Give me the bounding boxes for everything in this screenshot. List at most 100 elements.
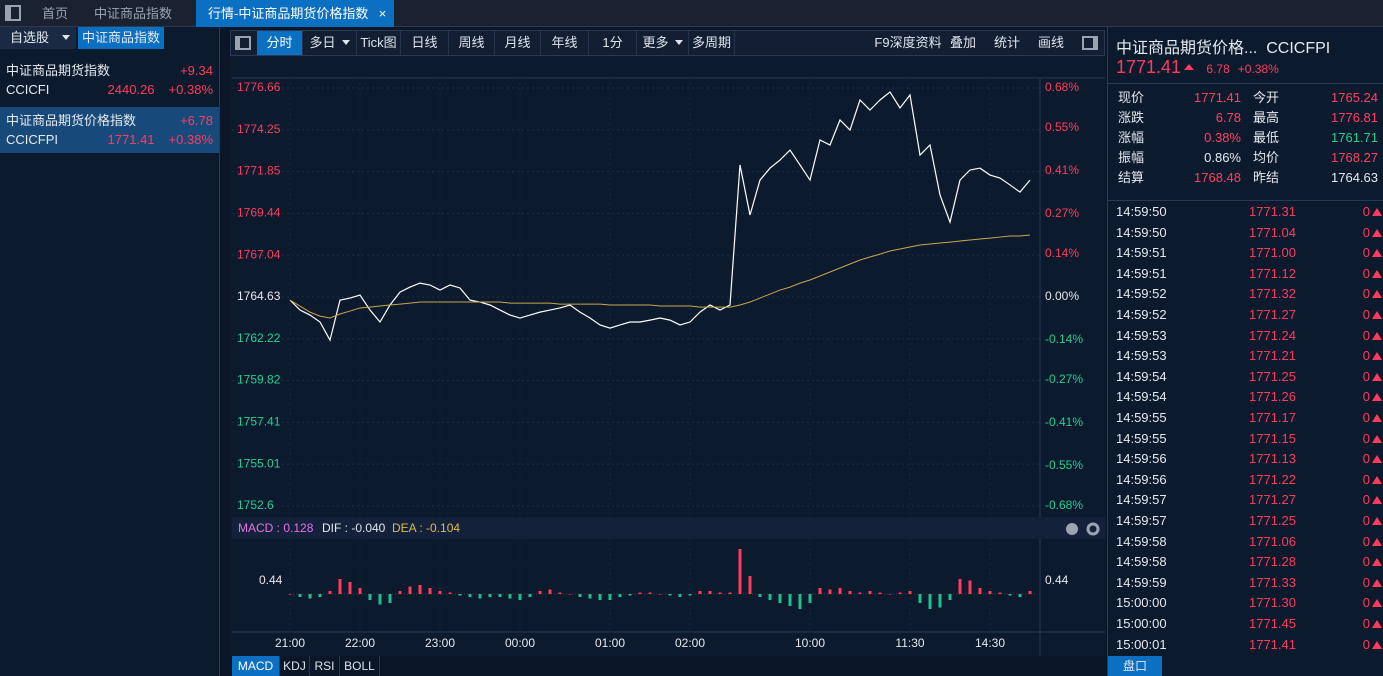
pct: +0.38% [168,132,213,147]
toolbar-button[interactable]: 多周期 [689,31,735,55]
y-tick-label: 1764.63 [237,289,281,303]
settings-icon[interactable] [1086,522,1100,536]
toolbar-button[interactable]: 统计 [993,35,1020,50]
tick-vol: 0 [1362,595,1370,611]
tick-row: 14:59:50 1771.04 0 [1116,223,1382,243]
close-icon[interactable]: × [378,6,387,21]
y-tick-label: 1776.66 [237,80,281,94]
x-tick-label: 00:00 [505,636,535,650]
toolbar-button[interactable]: 周线 [449,31,495,55]
macd-bar [978,588,982,594]
y-tick-label: 1759.82 [237,373,281,387]
close-icon[interactable] [1066,523,1078,535]
toolbar-button[interactable]: 分时 [257,31,303,55]
tick-vol: 0 [1362,533,1370,549]
menu-icon[interactable] [5,5,21,21]
toolbar-button[interactable]: F9深度资料 [874,35,942,50]
macd-bar [338,579,342,594]
tick-price: 1771.30 [1249,595,1296,611]
up-arrow [1372,331,1382,340]
tick-time: 14:59:51 [1116,265,1167,281]
tick-price: 1771.25 [1249,368,1296,384]
up-arrow [1372,620,1382,628]
macd-bar [788,594,792,606]
toolbar-button[interactable]: 更多 [637,31,689,55]
tab-active[interactable]: 行情-中证商品期货价格指数 × [196,0,395,27]
tick-price: 1771.04 [1249,224,1296,240]
toolbar-button[interactable]: 月线 [495,31,541,55]
indicator-tab[interactable]: RSI [310,656,340,676]
change: +6.78 [180,113,213,128]
tick-row: 14:59:57 1771.25 0 [1116,511,1382,531]
avg-price: 均价：1768.27 [408,61,489,75]
macd-bar [458,594,462,596]
macd-bar [688,594,692,596]
row: CCICFI 2440.26 +0.38% [6,80,213,99]
macd-bar [758,594,762,597]
tick-time: 14:59:56 [1116,471,1167,487]
up-arrow [1372,372,1382,381]
dea-label: DEA : -0.104 [392,521,460,535]
tick-time: 14:59:57 [1116,513,1167,528]
y-tick-label: 1774.25 [237,122,281,136]
tab[interactable]: 首页 [42,6,69,21]
tab[interactable]: 中证商品指数 [94,6,173,21]
tick-row: 14:59:52 1771.27 0 [1116,305,1382,325]
y2-tick-label: -0.55% [1045,458,1083,472]
x-tick-label: 14:30 [975,636,1005,650]
macd-bar [858,592,862,594]
indicator-tab[interactable]: KDJ [280,656,310,676]
panel-tab[interactable]: 盘口 [1108,656,1162,676]
indicator-tab[interactable]: MACD [232,656,280,676]
macd-bar [578,594,582,597]
watch-item[interactable]: 中证商品期货指数 +9.34 CCICFI 2440.26 +0.38% [0,57,219,103]
macd-bar [668,594,672,596]
toolbar-button[interactable]: 年线 [541,31,589,55]
toolbar-button[interactable]: 1分 [589,31,637,55]
toolbar: 分时 多日 Tick图 日线 周线 月线 年线 1分 更多 多周期 F9深度资料 叠加 统计 画线 [230,30,1105,56]
stat-label: 最低 [1253,130,1280,145]
tick-time: 15:00:00 [1116,595,1167,611]
code: CCICFI [6,82,50,97]
tick-row: 14:59:50 1771.31 0 [1116,202,1382,222]
tick-price: 1771.24 [1249,327,1296,343]
tick-price: 1771.33 [1249,574,1296,590]
macd-bar [508,594,512,599]
x-tick-label: 22:00 [345,636,375,650]
macd-bar [448,592,452,594]
pct: +0.38% [168,82,213,97]
toolbar-button[interactable]: 叠加 [949,35,976,50]
macd-bar [498,594,502,597]
up-arrow [1372,599,1382,608]
tick-vol: 0 [1362,307,1370,322]
toolbar-button[interactable]: Tick图 [357,31,401,55]
macd-bar [878,592,882,594]
watch-item[interactable]: 中证商品期货价格指数 +6.78 CCICFPI 1771.41 +0.38% [0,107,219,153]
row: CCICFPI 1771.41 +0.38% [6,130,213,149]
sidebar-tab-active[interactable]: 中证商品指数 [78,27,164,49]
macd-bar [728,592,732,594]
up-arrow [1372,434,1382,443]
tick-price: 1771.32 [1249,286,1296,302]
tick-row: 14:59:59 1771.33 0 [1116,573,1382,593]
stat-value: 0.38% [1204,130,1241,145]
tick-vol: 0 [1362,327,1370,343]
sidebar-tab[interactable]: 自选股 [0,27,76,49]
panel-icon[interactable] [1082,36,1098,50]
stat-label: 今开 [1253,90,1280,105]
tick-row: 15:00:00 1771.45 0 [1116,614,1382,634]
macd-bar [618,594,622,597]
panel-icon[interactable] [235,36,251,50]
stat-value: 6.78 [1215,110,1241,125]
toolbar-button[interactable]: 日线 [401,31,449,55]
up-arrow [1372,517,1382,525]
stat-value: 0.86% [1204,150,1241,165]
tick-row: 14:59:55 1771.17 0 [1116,408,1382,428]
toolbar-button[interactable]: 画线 [1037,35,1064,50]
indicator-tab[interactable]: BOLL [340,656,380,676]
y-tick-label: 0.44 [259,573,283,587]
toolbar-button[interactable]: 多日 [303,31,357,55]
tick-time: 14:59:50 [1116,204,1167,219]
macd-bar [588,594,592,599]
chart-bg [230,56,1106,656]
